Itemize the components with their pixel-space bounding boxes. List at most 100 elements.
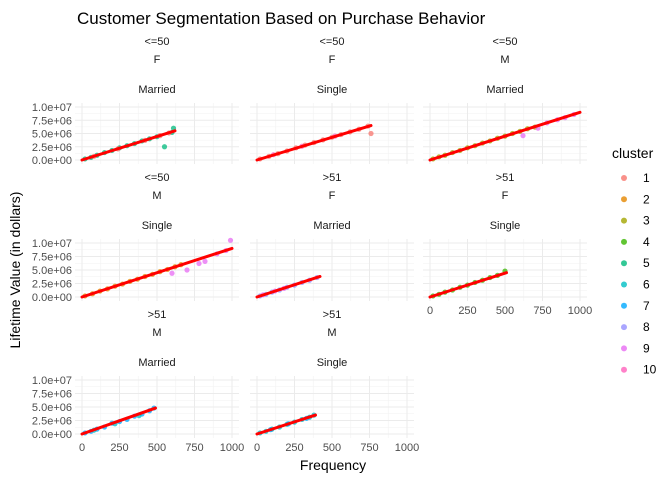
facet-strip-label: Single	[142, 220, 173, 232]
y-tick-label: 0.0e+00	[32, 429, 72, 441]
facet-strip-label: Single	[490, 220, 521, 232]
y-tick-label: 1.0e+07	[32, 375, 72, 387]
legend-label: 9	[643, 341, 650, 355]
data-point-cluster-9	[184, 267, 190, 273]
facet-strip-label: <=50	[144, 172, 169, 184]
x-tick-label: 500	[496, 305, 514, 317]
facet-strip-label: >51	[323, 309, 342, 321]
trend-line	[80, 406, 157, 436]
legend-key-cluster-3	[621, 217, 627, 224]
y-tick-label: 2.5e+06	[32, 416, 72, 428]
facet-panel: >51 F Single 0 250 500 750 1000	[423, 172, 592, 317]
data-point-cluster-5	[161, 144, 168, 150]
legend-key-cluster-1	[621, 175, 627, 181]
x-tick-label: 1000	[220, 442, 244, 454]
x-tick-label: 1000	[568, 305, 592, 317]
data-point-cluster-9	[196, 260, 202, 267]
data-point-cluster-9	[169, 270, 175, 276]
facet-strip-label: M	[152, 190, 161, 202]
data-point-cluster-9	[520, 133, 526, 139]
facet-strip-label: Married	[138, 84, 175, 96]
facet-panel: >51 M Single 0 250 500 750 1000	[250, 309, 419, 454]
legend-key-cluster-8	[621, 324, 627, 331]
x-tick-label: 750	[533, 305, 551, 317]
y-axis-title: Lifetime Value (in dollars)	[7, 192, 23, 349]
x-tick-label: 500	[148, 442, 166, 454]
facet-strip-label: Married	[313, 220, 350, 232]
legend-label: 5	[643, 256, 650, 270]
y-tick-label: 7.5e+06	[32, 115, 72, 127]
legend-label: 1	[643, 171, 650, 185]
legend-key-cluster-9	[621, 345, 627, 352]
x-tick-label: 1000	[395, 442, 419, 454]
facet-panels: <=50FMarried0.0e+002.5e+065.0e+067.5e+06…	[32, 36, 592, 454]
data-point-cluster-9	[227, 237, 234, 243]
legend-key-cluster-4	[621, 238, 627, 245]
facet-strip-label: >51	[148, 309, 167, 321]
x-tick-label: 250	[458, 305, 476, 317]
y-tick-label: 1.0e+07	[32, 238, 72, 250]
legend-key-cluster-10	[621, 366, 627, 373]
facet-panel: <=50 F Single	[250, 36, 414, 164]
trend-line	[80, 246, 234, 299]
y-tick-label: 7.5e+06	[32, 389, 72, 401]
x-axis-title: Frequency	[300, 457, 366, 473]
data-point-cluster-1	[368, 130, 374, 137]
chart-title: Customer Segmentation Based on Purchase …	[77, 9, 486, 28]
facet-strip-label: F	[329, 190, 336, 202]
x-tick-label: 0	[254, 442, 260, 454]
legend-label: 2	[643, 192, 650, 206]
y-tick-label: 5.0e+06	[32, 402, 72, 414]
x-tick-label: 0	[79, 442, 85, 454]
y-tick-label: 1.0e+07	[32, 102, 72, 114]
legend-label: 3	[643, 214, 650, 228]
facet-strip-label: F	[154, 54, 161, 66]
x-tick-label: 0	[427, 305, 433, 317]
data-point-cluster-9	[202, 258, 208, 264]
legend-key-cluster-5	[621, 260, 627, 267]
legend-label: 10	[643, 363, 657, 377]
facet-panel: >51 F Married	[250, 172, 414, 301]
legend: cluster 1 2 3 4 5 6 7 8 9 10	[612, 145, 657, 377]
facet-strip-label: <=50	[319, 36, 344, 48]
legend-label: 7	[643, 299, 650, 313]
legend-key-cluster-2	[621, 196, 627, 203]
trend-line	[255, 413, 317, 436]
x-tick-label: 250	[110, 442, 128, 454]
facet-strip-label: M	[152, 327, 161, 339]
legend-label: 8	[643, 320, 650, 334]
y-tick-label: 0.0e+00	[32, 292, 72, 304]
trend-line	[255, 124, 373, 162]
x-tick-label: 750	[360, 442, 378, 454]
y-tick-label: 5.0e+06	[32, 129, 72, 141]
facet-panel: <=50 M Single 0.0e+002.5e+06 5.0e+067.5e+06 1…	[32, 172, 239, 304]
x-tick-label: 750	[185, 442, 203, 454]
trend-line	[80, 129, 177, 162]
facet-strip-label: >51	[496, 172, 515, 184]
y-tick-label: 5.0e+06	[32, 265, 72, 277]
facet-strip-label: <=50	[144, 36, 169, 48]
facet-strip-label: >51	[323, 172, 342, 184]
facet-strip-label: Married	[138, 357, 175, 369]
facet-strip-label: <=50	[492, 36, 517, 48]
legend-title: cluster	[612, 145, 654, 161]
facet-strip-label: Single	[317, 84, 348, 96]
legend-label: 4	[643, 235, 650, 249]
x-tick-label: 250	[285, 442, 303, 454]
facet-panel: <=50 F Married 0.0e+002.5e+065.0e+06 7.5e+06…	[32, 36, 239, 167]
legend-key-cluster-7	[621, 302, 627, 309]
y-tick-label: 0.0e+00	[32, 155, 72, 167]
legend-label: 6	[643, 278, 650, 292]
facet-strip-label: M	[500, 54, 509, 66]
facet-strip-label: F	[329, 54, 336, 66]
facet-strip-label: Married	[486, 84, 523, 96]
facet-panel: >51 M Married 0.0e+002.5e+06 5.0e+067.5e+06 1…	[32, 309, 244, 454]
trend-line	[428, 271, 508, 299]
trend-line	[428, 110, 582, 162]
legend-key-cluster-6	[621, 281, 627, 288]
facet-panel: <=50 M Married	[423, 36, 587, 164]
facet-strip-label: Single	[317, 357, 348, 369]
facet-strip-label: M	[327, 327, 336, 339]
x-tick-label: 500	[323, 442, 341, 454]
